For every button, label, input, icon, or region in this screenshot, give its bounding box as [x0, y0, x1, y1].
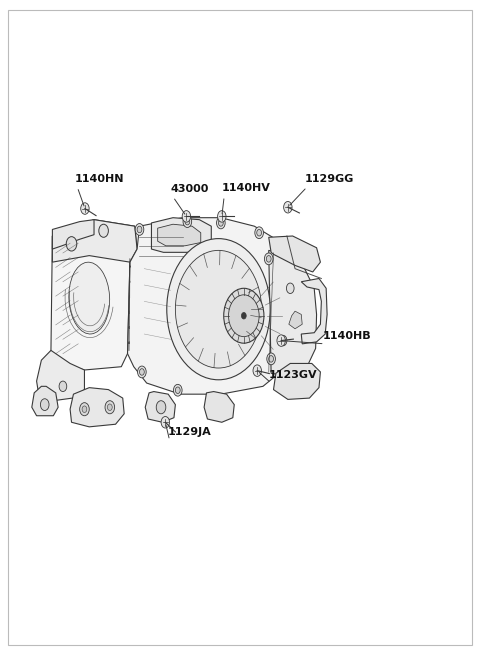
Circle shape [140, 369, 144, 375]
Circle shape [218, 219, 223, 226]
Circle shape [161, 417, 169, 428]
Circle shape [217, 211, 226, 222]
Text: 1140HV: 1140HV [222, 183, 271, 193]
Circle shape [40, 399, 49, 411]
Polygon shape [204, 392, 234, 422]
Circle shape [137, 226, 142, 233]
Ellipse shape [69, 262, 109, 334]
Circle shape [105, 401, 115, 414]
Circle shape [224, 288, 264, 343]
Circle shape [284, 202, 292, 213]
Circle shape [80, 403, 89, 416]
Circle shape [228, 295, 259, 337]
Text: 43000: 43000 [170, 183, 209, 193]
Circle shape [216, 217, 225, 229]
Circle shape [267, 353, 276, 365]
Circle shape [81, 203, 89, 214]
Polygon shape [32, 386, 58, 416]
Polygon shape [274, 364, 321, 400]
Circle shape [173, 384, 182, 396]
Polygon shape [152, 217, 211, 252]
Circle shape [82, 406, 87, 413]
Circle shape [277, 335, 286, 346]
Polygon shape [70, 388, 124, 427]
Circle shape [99, 224, 108, 237]
Circle shape [269, 356, 274, 362]
Polygon shape [269, 236, 321, 272]
Polygon shape [145, 392, 175, 422]
Circle shape [59, 381, 67, 392]
Polygon shape [157, 224, 201, 246]
Polygon shape [36, 350, 84, 401]
Circle shape [241, 312, 246, 319]
Circle shape [135, 223, 144, 235]
Polygon shape [269, 250, 317, 377]
Circle shape [266, 255, 271, 262]
Text: 1123GV: 1123GV [269, 370, 317, 380]
Circle shape [167, 238, 270, 380]
Circle shape [138, 366, 146, 378]
Circle shape [287, 283, 294, 293]
Circle shape [264, 253, 273, 265]
Text: 1129JA: 1129JA [167, 427, 211, 438]
Circle shape [183, 215, 192, 227]
Polygon shape [52, 219, 137, 262]
Polygon shape [289, 311, 302, 329]
Text: 1129GG: 1129GG [305, 174, 354, 183]
Polygon shape [301, 278, 327, 344]
Circle shape [175, 387, 180, 394]
Circle shape [156, 401, 166, 414]
Circle shape [257, 229, 262, 236]
Polygon shape [51, 219, 137, 370]
Circle shape [253, 365, 262, 377]
Polygon shape [128, 217, 297, 394]
Circle shape [175, 250, 262, 368]
Circle shape [108, 404, 112, 411]
Circle shape [185, 218, 190, 225]
Text: 1140HB: 1140HB [323, 331, 371, 341]
Circle shape [66, 236, 77, 251]
Circle shape [182, 211, 191, 222]
Text: 1140HN: 1140HN [75, 174, 124, 183]
Circle shape [279, 335, 287, 346]
Circle shape [255, 227, 264, 238]
Polygon shape [52, 219, 94, 249]
